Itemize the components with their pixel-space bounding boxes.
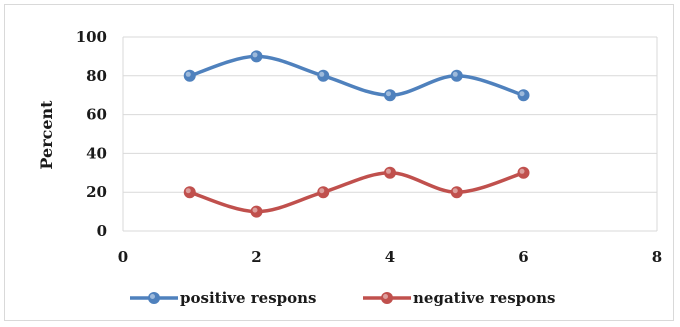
y-tick-label-0: 0 xyxy=(97,222,107,240)
data-point-2-6 xyxy=(517,166,530,179)
data-point-2-5 xyxy=(450,186,463,199)
data-point-2-5-highlight xyxy=(452,188,458,194)
legend-label-2: negative respons xyxy=(413,289,556,307)
series-1 xyxy=(183,50,530,102)
x-tick-label-8: 8 xyxy=(652,248,662,266)
axes: 0 20 40 60 80 100 0 2 4 6 8 xyxy=(76,28,663,266)
legend-item-2: negative respons xyxy=(363,289,556,307)
data-point-1-6-highlight xyxy=(519,91,525,97)
data-point-2-4-highlight xyxy=(386,168,391,174)
data-point-1-3-highlight xyxy=(319,71,325,77)
legend-marker-1-highlight xyxy=(150,294,155,299)
y-tick-label-60: 60 xyxy=(86,106,107,124)
y-axis-title: Percent xyxy=(37,100,56,170)
x-tick-label-2: 2 xyxy=(251,248,261,266)
data-point-2-4 xyxy=(384,166,396,179)
data-point-1-3 xyxy=(317,69,330,82)
x-tick-label-4: 4 xyxy=(385,248,395,266)
legend-marker-1 xyxy=(148,292,160,304)
data-point-2-3 xyxy=(317,186,330,199)
data-point-2-2-highlight xyxy=(252,207,258,213)
data-point-1-1 xyxy=(183,69,196,82)
data-point-2-1 xyxy=(183,186,196,199)
series-line-1 xyxy=(188,54,526,97)
gridlines xyxy=(123,36,658,231)
y-tick-label-40: 40 xyxy=(86,144,107,162)
data-point-1-2-highlight xyxy=(252,52,258,58)
legend: positive respons negative respons xyxy=(130,289,556,307)
y-tick-label-100: 100 xyxy=(76,28,107,46)
data-point-1-2 xyxy=(250,50,263,63)
legend-marker-2-highlight xyxy=(383,294,388,299)
legend-marker-2 xyxy=(381,292,393,304)
y-tick-label-80: 80 xyxy=(86,67,107,85)
chart-frame xyxy=(4,4,674,321)
data-point-2-2 xyxy=(250,205,263,218)
y-tick-label-20: 20 xyxy=(86,183,107,201)
data-point-2-6-highlight xyxy=(519,168,525,174)
series-2 xyxy=(183,166,530,218)
x-tick-label-0: 0 xyxy=(118,248,128,266)
data-point-1-4-highlight xyxy=(386,91,391,97)
series-lines xyxy=(183,50,530,218)
x-tick-label-6: 6 xyxy=(518,248,528,266)
data-point-1-6 xyxy=(517,89,530,102)
data-point-1-5-highlight xyxy=(452,71,458,77)
data-point-2-3-highlight xyxy=(319,188,325,194)
series-line-2 xyxy=(188,171,526,214)
data-point-1-1-highlight xyxy=(185,71,191,77)
legend-label-1: positive respons xyxy=(180,289,316,307)
data-point-2-1-highlight xyxy=(185,188,191,194)
data-point-1-5 xyxy=(450,69,463,82)
data-point-1-4 xyxy=(384,89,396,102)
legend-item-1: positive respons xyxy=(130,289,316,307)
